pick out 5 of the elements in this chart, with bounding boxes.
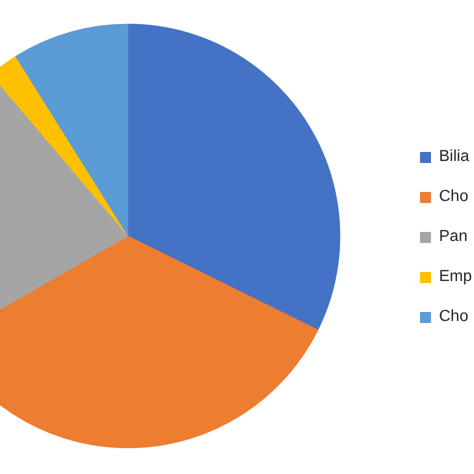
legend-label: Cho xyxy=(439,308,468,326)
legend-label: Cho xyxy=(439,188,468,206)
legend-label: Pan xyxy=(439,228,468,246)
legend-label: Emp xyxy=(439,268,472,286)
legend-label: Bilia xyxy=(439,148,470,166)
